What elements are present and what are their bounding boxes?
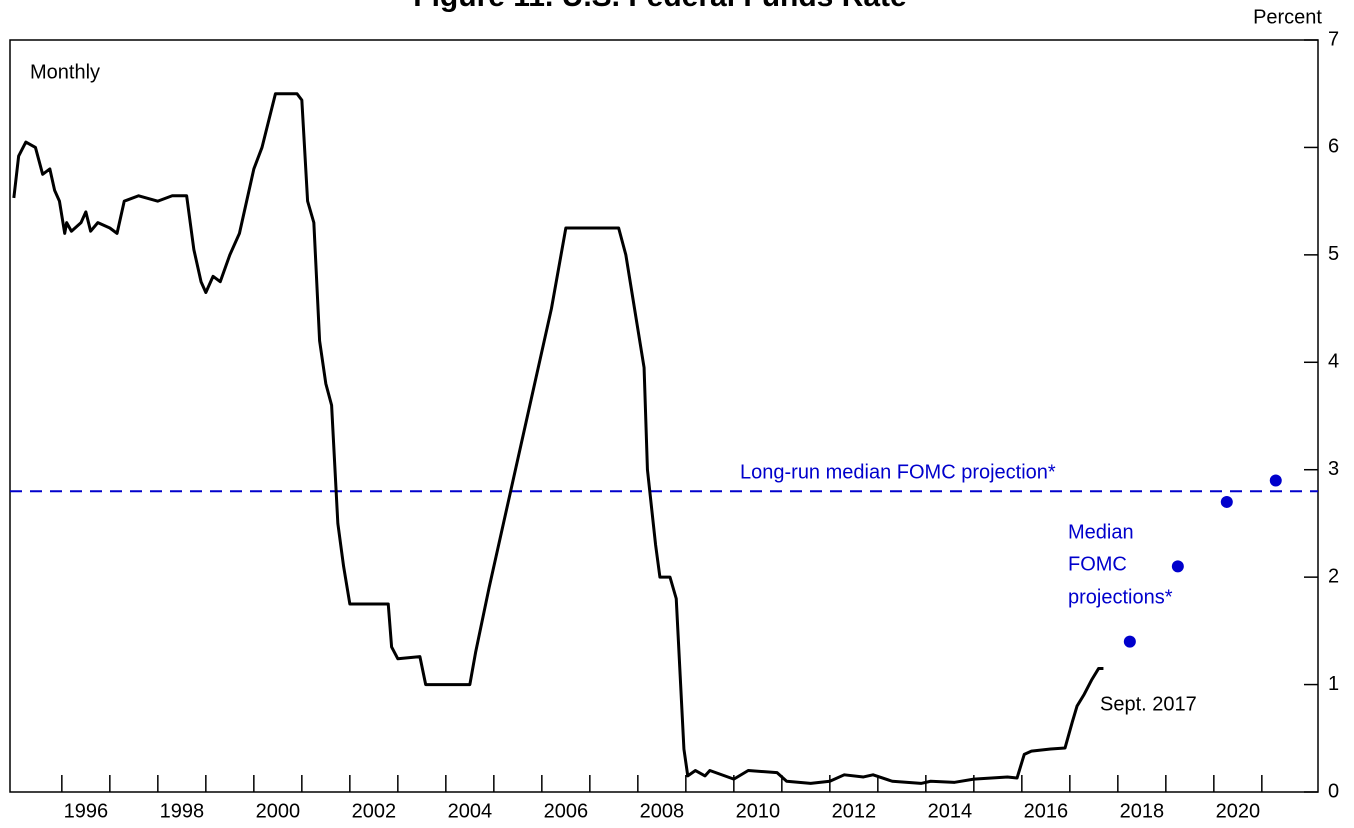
x-tick-label: 1998 — [160, 800, 205, 822]
x-tick-label: 2012 — [832, 800, 877, 822]
x-tick-label: 2006 — [544, 800, 589, 822]
y-tick-label: 7 — [1328, 28, 1339, 50]
annotation: Long-run median FOMC projection* — [740, 461, 1056, 483]
x-tick-label: 2004 — [448, 800, 493, 822]
annotation: Median — [1068, 521, 1134, 543]
chart-title: Figure 11. U.S. Federal Funds Rate — [413, 0, 906, 13]
x-tick-label: 2008 — [640, 800, 685, 822]
y-tick-label: 4 — [1328, 351, 1339, 373]
x-tick-label: 2010 — [736, 800, 781, 822]
x-tick-label: 2002 — [352, 800, 397, 822]
x-tick-label: 2018 — [1120, 800, 1165, 822]
x-tick-label: 1996 — [64, 800, 109, 822]
plot-frame — [9, 39, 1319, 793]
projection-dot — [1171, 560, 1184, 573]
annotation: projections* — [1068, 586, 1173, 608]
line-series — [12, 92, 1104, 785]
x-tick-label: 2020 — [1216, 800, 1261, 822]
y-tick-label: 6 — [1328, 136, 1339, 158]
annotation: Monthly — [30, 61, 100, 83]
y-tick-label: 0 — [1328, 780, 1339, 802]
projection-dot — [1269, 474, 1282, 487]
projection-dot — [1123, 635, 1136, 648]
y-tick-label: 5 — [1328, 243, 1339, 265]
annotation: Sept. 2017 — [1100, 693, 1197, 715]
annotation: FOMC — [1068, 553, 1127, 575]
y-tick-label: 1 — [1328, 673, 1339, 695]
y-axis-label: Percent — [1253, 6, 1322, 28]
x-tick-label: 2000 — [256, 800, 301, 822]
projection-dot — [1220, 495, 1233, 508]
x-tick-label: 2016 — [1024, 800, 1069, 822]
y-tick-label: 2 — [1328, 565, 1339, 587]
x-tick-label: 2014 — [928, 800, 973, 822]
y-tick-label: 3 — [1328, 458, 1339, 480]
